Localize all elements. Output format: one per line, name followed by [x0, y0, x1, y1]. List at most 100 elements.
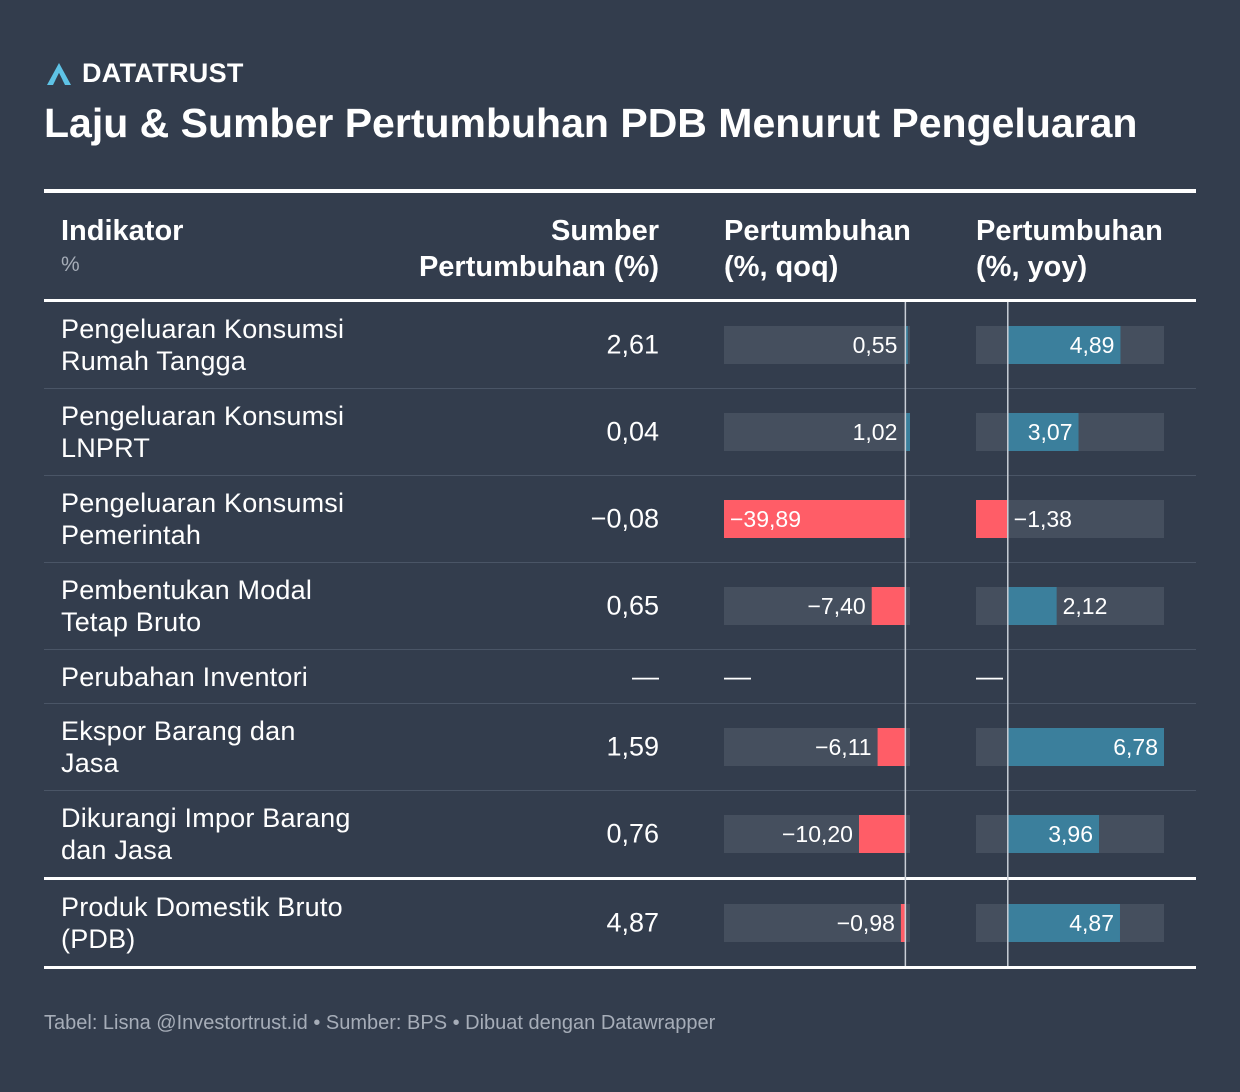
header-sumber-line2: Pertumbuhan (%): [418, 251, 659, 283]
yoy-bar-2: [976, 500, 1008, 538]
header-indikator-label: Indikator: [61, 215, 184, 247]
yoy-value-5: 6,78: [1113, 734, 1158, 760]
row-name-line1: Perubahan Inventori: [61, 661, 308, 692]
table-row: Dikurangi Impor Barang dan Jasa 0,76 −10,20…: [44, 791, 1196, 877]
row-name: Dikurangi Impor Barang dan Jasa: [61, 802, 371, 866]
growth-table: Indikator % Sumber Pertumbuhan (%) Pertu…: [44, 189, 1196, 969]
yoy-track-2: [976, 500, 1164, 538]
yoy-bar-3: [1007, 587, 1057, 625]
row-sumber-value: 1,59: [606, 731, 659, 762]
table-header: Indikator % Sumber Pertumbuhan (%) Pertu…: [44, 193, 1196, 299]
qoq-bar-6: [858, 815, 906, 853]
qoq-track-2: [724, 500, 910, 538]
table-header-rule: [44, 299, 1196, 302]
row-name-line2: LNPRT: [61, 433, 151, 463]
brand-name: DATATRUST: [82, 58, 244, 88]
row-name-line1: Dikurangi Impor Barang: [61, 803, 351, 833]
row-sumber-value: 0,65: [606, 590, 659, 621]
row-sumber-value: −0,08: [590, 503, 659, 534]
table-row: Pengeluaran Konsumsi Pemerintah −0,08 −39,8…: [44, 476, 1196, 563]
page-title: Laju & Sumber Pertumbuhan PDB Menurut Pe…: [44, 100, 1138, 146]
qoq-value-7: −0,98: [837, 910, 895, 936]
brand: DATATRUST: [46, 58, 244, 89]
yoy-bar-1: [1007, 413, 1079, 451]
row-name-line2: Rumah Tangga: [61, 346, 247, 376]
qoq-bar-7: [900, 904, 906, 942]
yoy-value-7: 4,87: [1069, 910, 1114, 936]
yoy-track-7: [976, 904, 1164, 942]
yoy-value-1: 3,07: [1028, 419, 1073, 445]
qoq-bar-3: [871, 587, 906, 625]
header-sumber-line1: Sumber: [551, 215, 659, 247]
qoq-bar-2: [724, 500, 906, 538]
header-qoq: Pertumbuhan (%, qoq): [724, 213, 911, 285]
qoq-bar-1: [905, 413, 910, 451]
yoy-track-5: [976, 728, 1164, 766]
header-yoy: Pertumbuhan (%, yoy): [976, 213, 1163, 285]
table-body: Pengeluaran Konsumsi Rumah Tangga 2,61 0,55…: [44, 302, 1196, 877]
row-name-line1: Pembentukan Modal: [61, 575, 313, 605]
header-indikator: Indikator %: [61, 213, 183, 277]
qoq-track-6: [724, 815, 910, 853]
yoy-value-2: −1,38: [1014, 506, 1072, 532]
qoq-value-6: −10,20: [782, 821, 853, 847]
qoq-track-3: [724, 587, 910, 625]
row-qoq-empty: —: [724, 661, 751, 691]
row-yoy-empty: —: [976, 661, 1003, 691]
row-sumber-value: 0,04: [606, 416, 659, 447]
row-name: Pengeluaran Konsumsi Rumah Tangga: [61, 313, 371, 377]
qoq-bar-5: [877, 728, 906, 766]
yoy-bar-0: [1007, 326, 1121, 364]
row-name-line2: Tetap Bruto: [61, 607, 202, 637]
row-name-line2: dan Jasa: [61, 835, 173, 865]
row-name-line1: Produk Domestik Bruto: [61, 892, 343, 922]
yoy-bar-6: [1007, 815, 1100, 853]
qoq-track-1: [724, 413, 910, 451]
row-name: Produk Domestik Bruto (PDB): [61, 891, 371, 955]
header-qoq-line2: (%, qoq): [724, 251, 839, 283]
qoq-value-3: −7,40: [808, 593, 866, 619]
table-row: Pengeluaran Konsumsi LNPRT 0,04 1,02 3,07: [44, 389, 1196, 476]
qoq-bar-0: [905, 326, 908, 364]
row-sumber-value: 0,76: [606, 818, 659, 849]
table-row: Pengeluaran Konsumsi Rumah Tangga 2,61 0,55…: [44, 302, 1196, 389]
table-row: Perubahan Inventori — — —: [44, 650, 1196, 704]
header-sumber: Sumber Pertumbuhan (%): [419, 213, 659, 285]
row-name: Pembentukan Modal Tetap Bruto: [61, 574, 371, 638]
row-name-line2: (PDB): [61, 924, 136, 954]
row-sumber-value: 4,87: [606, 907, 659, 938]
qoq-value-0: 0,55: [853, 332, 898, 358]
row-name-line1: Pengeluaran Konsumsi: [61, 488, 345, 518]
header-yoy-line1: Pertumbuhan: [976, 215, 1163, 247]
table-bottom-rule: [44, 966, 1196, 969]
header-indikator-unit: %: [61, 253, 80, 276]
yoy-bar-5: [1007, 728, 1164, 766]
yoy-value-0: 4,89: [1070, 332, 1115, 358]
qoq-track-7: [724, 904, 910, 942]
table-total-rule: [44, 877, 1196, 880]
footer-credit: Tabel: Lisna @Investortrust.id • Sumber:…: [44, 1012, 716, 1034]
table-top-rule: [44, 189, 1196, 193]
header-qoq-line1: Pertumbuhan: [724, 215, 911, 247]
row-name-line1: Pengeluaran Konsumsi: [61, 401, 345, 431]
yoy-track-1: [976, 413, 1164, 451]
qoq-track-5: [724, 728, 910, 766]
row-name-line1: Ekspor Barang dan: [61, 716, 296, 746]
row-sumber-value: 2,61: [606, 329, 659, 360]
table-row: Ekspor Barang dan Jasa 1,59 −6,11 6,78: [44, 704, 1196, 791]
row-name: Ekspor Barang dan Jasa: [61, 715, 371, 779]
row-name: Pengeluaran Konsumsi Pemerintah: [61, 487, 371, 551]
table-total: Produk Domestik Bruto (PDB) 4,87 −0,98 4,87: [44, 880, 1196, 966]
row-name-line1: Pengeluaran Konsumsi: [61, 314, 345, 344]
yoy-value-3: 2,12: [1063, 593, 1108, 619]
yoy-track-6: [976, 815, 1164, 853]
qoq-track-0: [724, 326, 910, 364]
yoy-track-3: [976, 587, 1164, 625]
table-row: Pembentukan Modal Tetap Bruto 0,65 −7,40 2,1…: [44, 563, 1196, 650]
row-name-line2: Jasa: [61, 748, 119, 778]
qoq-value-5: −6,11: [815, 734, 872, 760]
table-row: Produk Domestik Bruto (PDB) 4,87 −0,98 4,87: [44, 880, 1196, 966]
row-name: Pengeluaran Konsumsi LNPRT: [61, 400, 371, 464]
row-sumber-value: —: [632, 661, 659, 691]
header-yoy-line2: (%, yoy): [976, 251, 1088, 283]
